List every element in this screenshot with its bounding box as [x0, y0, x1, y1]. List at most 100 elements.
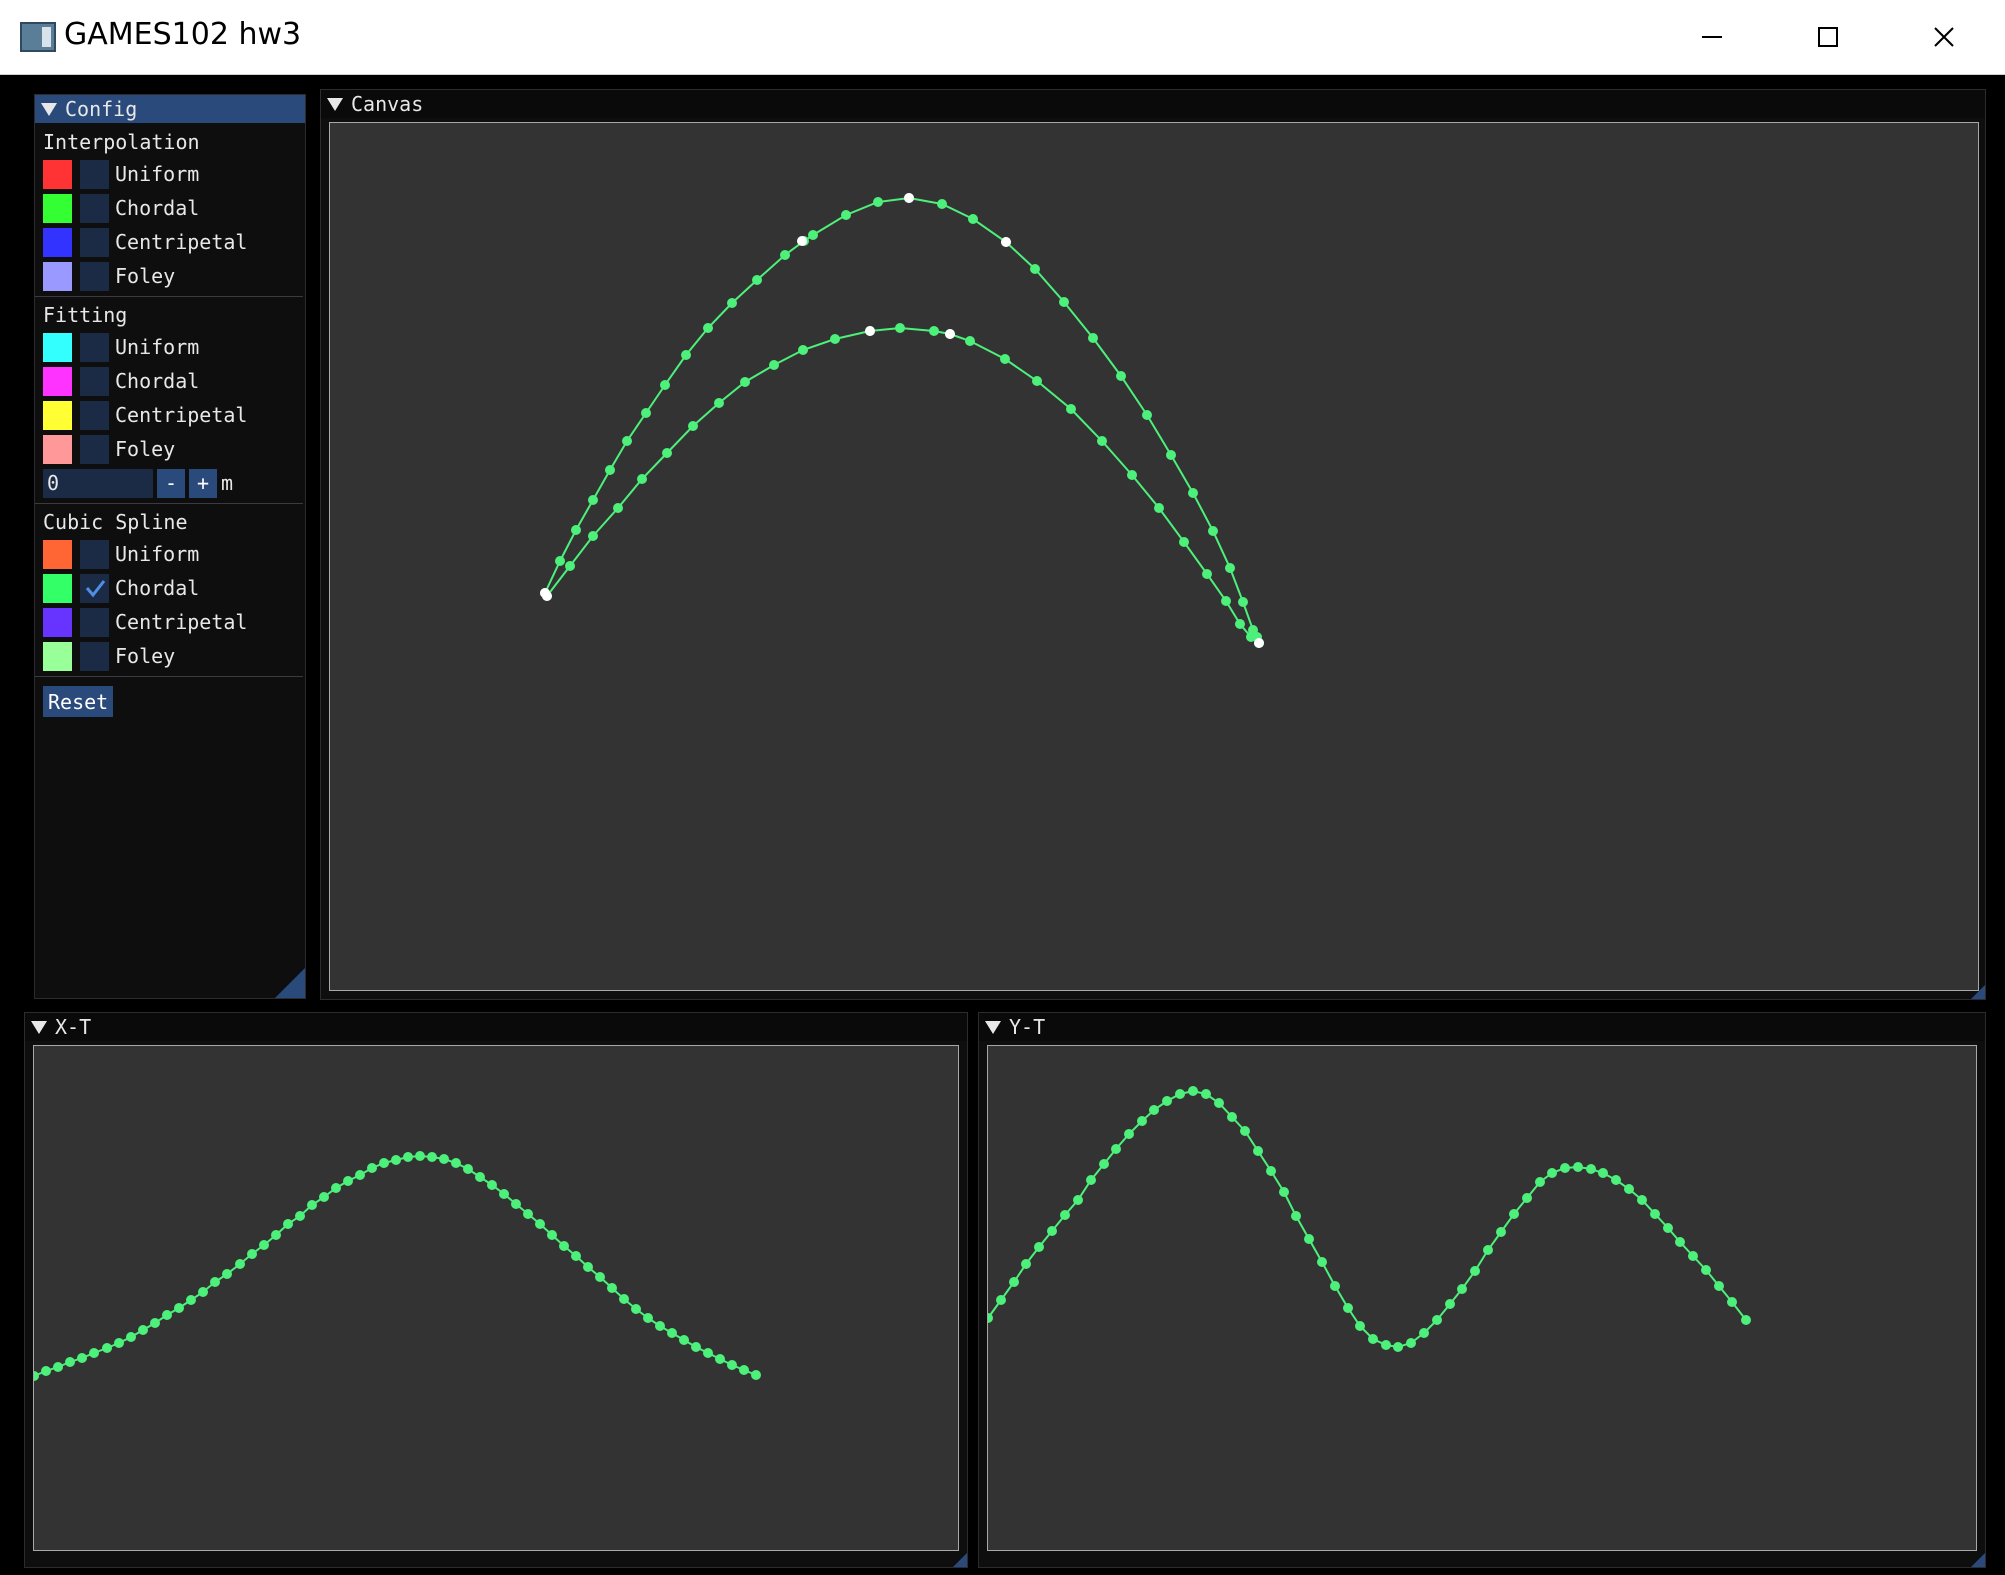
canvas-curve-1-point: [1154, 503, 1164, 513]
control-point[interactable]: [904, 193, 914, 203]
xt-curve-point: [235, 1259, 245, 1269]
canvas-curve-0-point: [660, 380, 670, 390]
yt-curve-point: [1111, 1144, 1121, 1154]
control-point[interactable]: [1001, 237, 1011, 247]
collapse-triangle-icon[interactable]: [985, 1020, 1001, 1034]
control-point[interactable]: [865, 326, 875, 336]
interpolation-list: Uniform Chordal Centripetal Foley: [43, 157, 305, 293]
resize-grip[interactable]: [275, 968, 305, 998]
yt-curve-point: [1034, 1242, 1044, 1252]
xt-curve-point: [547, 1230, 557, 1240]
resize-grip[interactable]: [953, 1553, 967, 1567]
m-decrement-button[interactable]: -: [157, 468, 185, 498]
window-title: GAMES102 hw3: [64, 17, 302, 52]
control-point[interactable]: [1254, 638, 1264, 648]
xt-curve-point: [619, 1294, 629, 1304]
yt-header[interactable]: Y-T: [979, 1013, 1985, 1041]
xt-curve-point: [415, 1151, 425, 1161]
cubic-spline-label: Centripetal: [115, 610, 248, 634]
xt-header[interactable]: X-T: [25, 1013, 967, 1041]
fitting-label: Uniform: [115, 335, 200, 359]
canvas-curve-0-point: [588, 495, 598, 505]
close-icon: [1934, 27, 1954, 47]
xt-curve-point: [343, 1176, 353, 1186]
xt-curve-point: [643, 1313, 653, 1323]
yt-curve-point: [1060, 1210, 1070, 1220]
xt-curve-point: [439, 1154, 449, 1164]
xt-curve: [34, 1151, 761, 1381]
canvas-header[interactable]: Canvas: [321, 90, 1985, 118]
config-header[interactable]: Config: [35, 95, 305, 123]
close-button[interactable]: [1886, 0, 2002, 74]
canvas-curve-1-point: [688, 421, 698, 431]
collapse-triangle-icon[interactable]: [327, 97, 343, 111]
cubic-spline-checkbox-foley[interactable]: [80, 641, 109, 671]
canvas-curve-0-point: [1088, 333, 1098, 343]
yt-curve-point: [1741, 1315, 1751, 1325]
interpolation-color-swatch[interactable]: [43, 159, 72, 189]
xt-window: X-T: [24, 1012, 968, 1568]
interpolation-color-swatch[interactable]: [43, 227, 72, 257]
xt-plot-area[interactable]: [33, 1045, 959, 1551]
xt-curve-point: [222, 1269, 232, 1279]
canvas-plot-area[interactable]: [329, 122, 1979, 991]
fitting-checkbox-foley[interactable]: [80, 434, 109, 464]
m-increment-button[interactable]: +: [189, 468, 217, 498]
xt-curve-point: [247, 1249, 257, 1259]
cubic-spline-checkbox-uniform[interactable]: [80, 539, 109, 569]
yt-curve-point: [1406, 1338, 1416, 1348]
fitting-color-swatch[interactable]: [43, 332, 72, 362]
yt-curve-point: [1535, 1177, 1545, 1187]
cubic-spline-checkbox-chordal[interactable]: [80, 573, 109, 603]
interpolation-checkbox-foley[interactable]: [80, 261, 109, 291]
xt-curve-point: [559, 1241, 569, 1251]
yt-curve-point: [1624, 1184, 1634, 1194]
xt-curve-point: [367, 1163, 377, 1173]
xt-curve-point: [391, 1155, 401, 1165]
cubic-spline-color-swatch[interactable]: [43, 539, 72, 569]
yt-curve-point: [1727, 1297, 1737, 1307]
canvas-curve-0-point: [808, 230, 818, 240]
m-input[interactable]: 0: [43, 468, 153, 498]
yt-plot-area[interactable]: [987, 1045, 1977, 1551]
yt-curve-point: [1419, 1328, 1429, 1338]
fitting-checkbox-centripetal[interactable]: [80, 400, 109, 430]
fitting-checkbox-chordal[interactable]: [80, 366, 109, 396]
interpolation-color-swatch[interactable]: [43, 261, 72, 291]
reset-button[interactable]: Reset: [43, 686, 114, 717]
interpolation-color-swatch[interactable]: [43, 193, 72, 223]
collapse-triangle-icon[interactable]: [31, 1020, 47, 1034]
xt-curve-point: [667, 1328, 677, 1338]
resize-grip[interactable]: [1971, 1553, 1985, 1567]
canvas-curve-0-point: [841, 210, 851, 220]
control-point[interactable]: [945, 329, 955, 339]
canvas-curve-0-point: [681, 350, 691, 360]
cubic-spline-color-swatch[interactable]: [43, 607, 72, 637]
interpolation-checkbox-centripetal[interactable]: [80, 227, 109, 257]
fitting-row-foley: Foley: [43, 432, 305, 466]
interpolation-row-centripetal: Centripetal: [43, 225, 305, 259]
yt-curve-point: [1047, 1226, 1057, 1236]
cubic-spline-color-swatch[interactable]: [43, 573, 72, 603]
fitting-checkbox-uniform[interactable]: [80, 332, 109, 362]
xt-curve-point: [271, 1230, 281, 1240]
minimize-button[interactable]: [1654, 0, 1770, 74]
interpolation-checkbox-chordal[interactable]: [80, 193, 109, 223]
config-title: Config: [65, 97, 138, 121]
control-point[interactable]: [542, 591, 552, 601]
cubic-spline-color-swatch[interactable]: [43, 641, 72, 671]
fitting-color-swatch[interactable]: [43, 434, 72, 464]
maximize-button[interactable]: [1770, 0, 1886, 74]
resize-grip[interactable]: [1971, 985, 1985, 999]
fitting-color-swatch[interactable]: [43, 400, 72, 430]
cubic-spline-checkbox-centripetal[interactable]: [80, 607, 109, 637]
interpolation-checkbox-uniform[interactable]: [80, 159, 109, 189]
collapse-triangle-icon[interactable]: [41, 102, 57, 116]
control-point[interactable]: [797, 236, 807, 246]
canvas-curve-1-point: [1000, 354, 1010, 364]
yt-curve-point: [1291, 1211, 1301, 1221]
yt-curve-point: [1304, 1234, 1314, 1244]
xt-curve-point: [703, 1348, 713, 1358]
yt-curve-point: [1611, 1175, 1621, 1185]
fitting-color-swatch[interactable]: [43, 366, 72, 396]
